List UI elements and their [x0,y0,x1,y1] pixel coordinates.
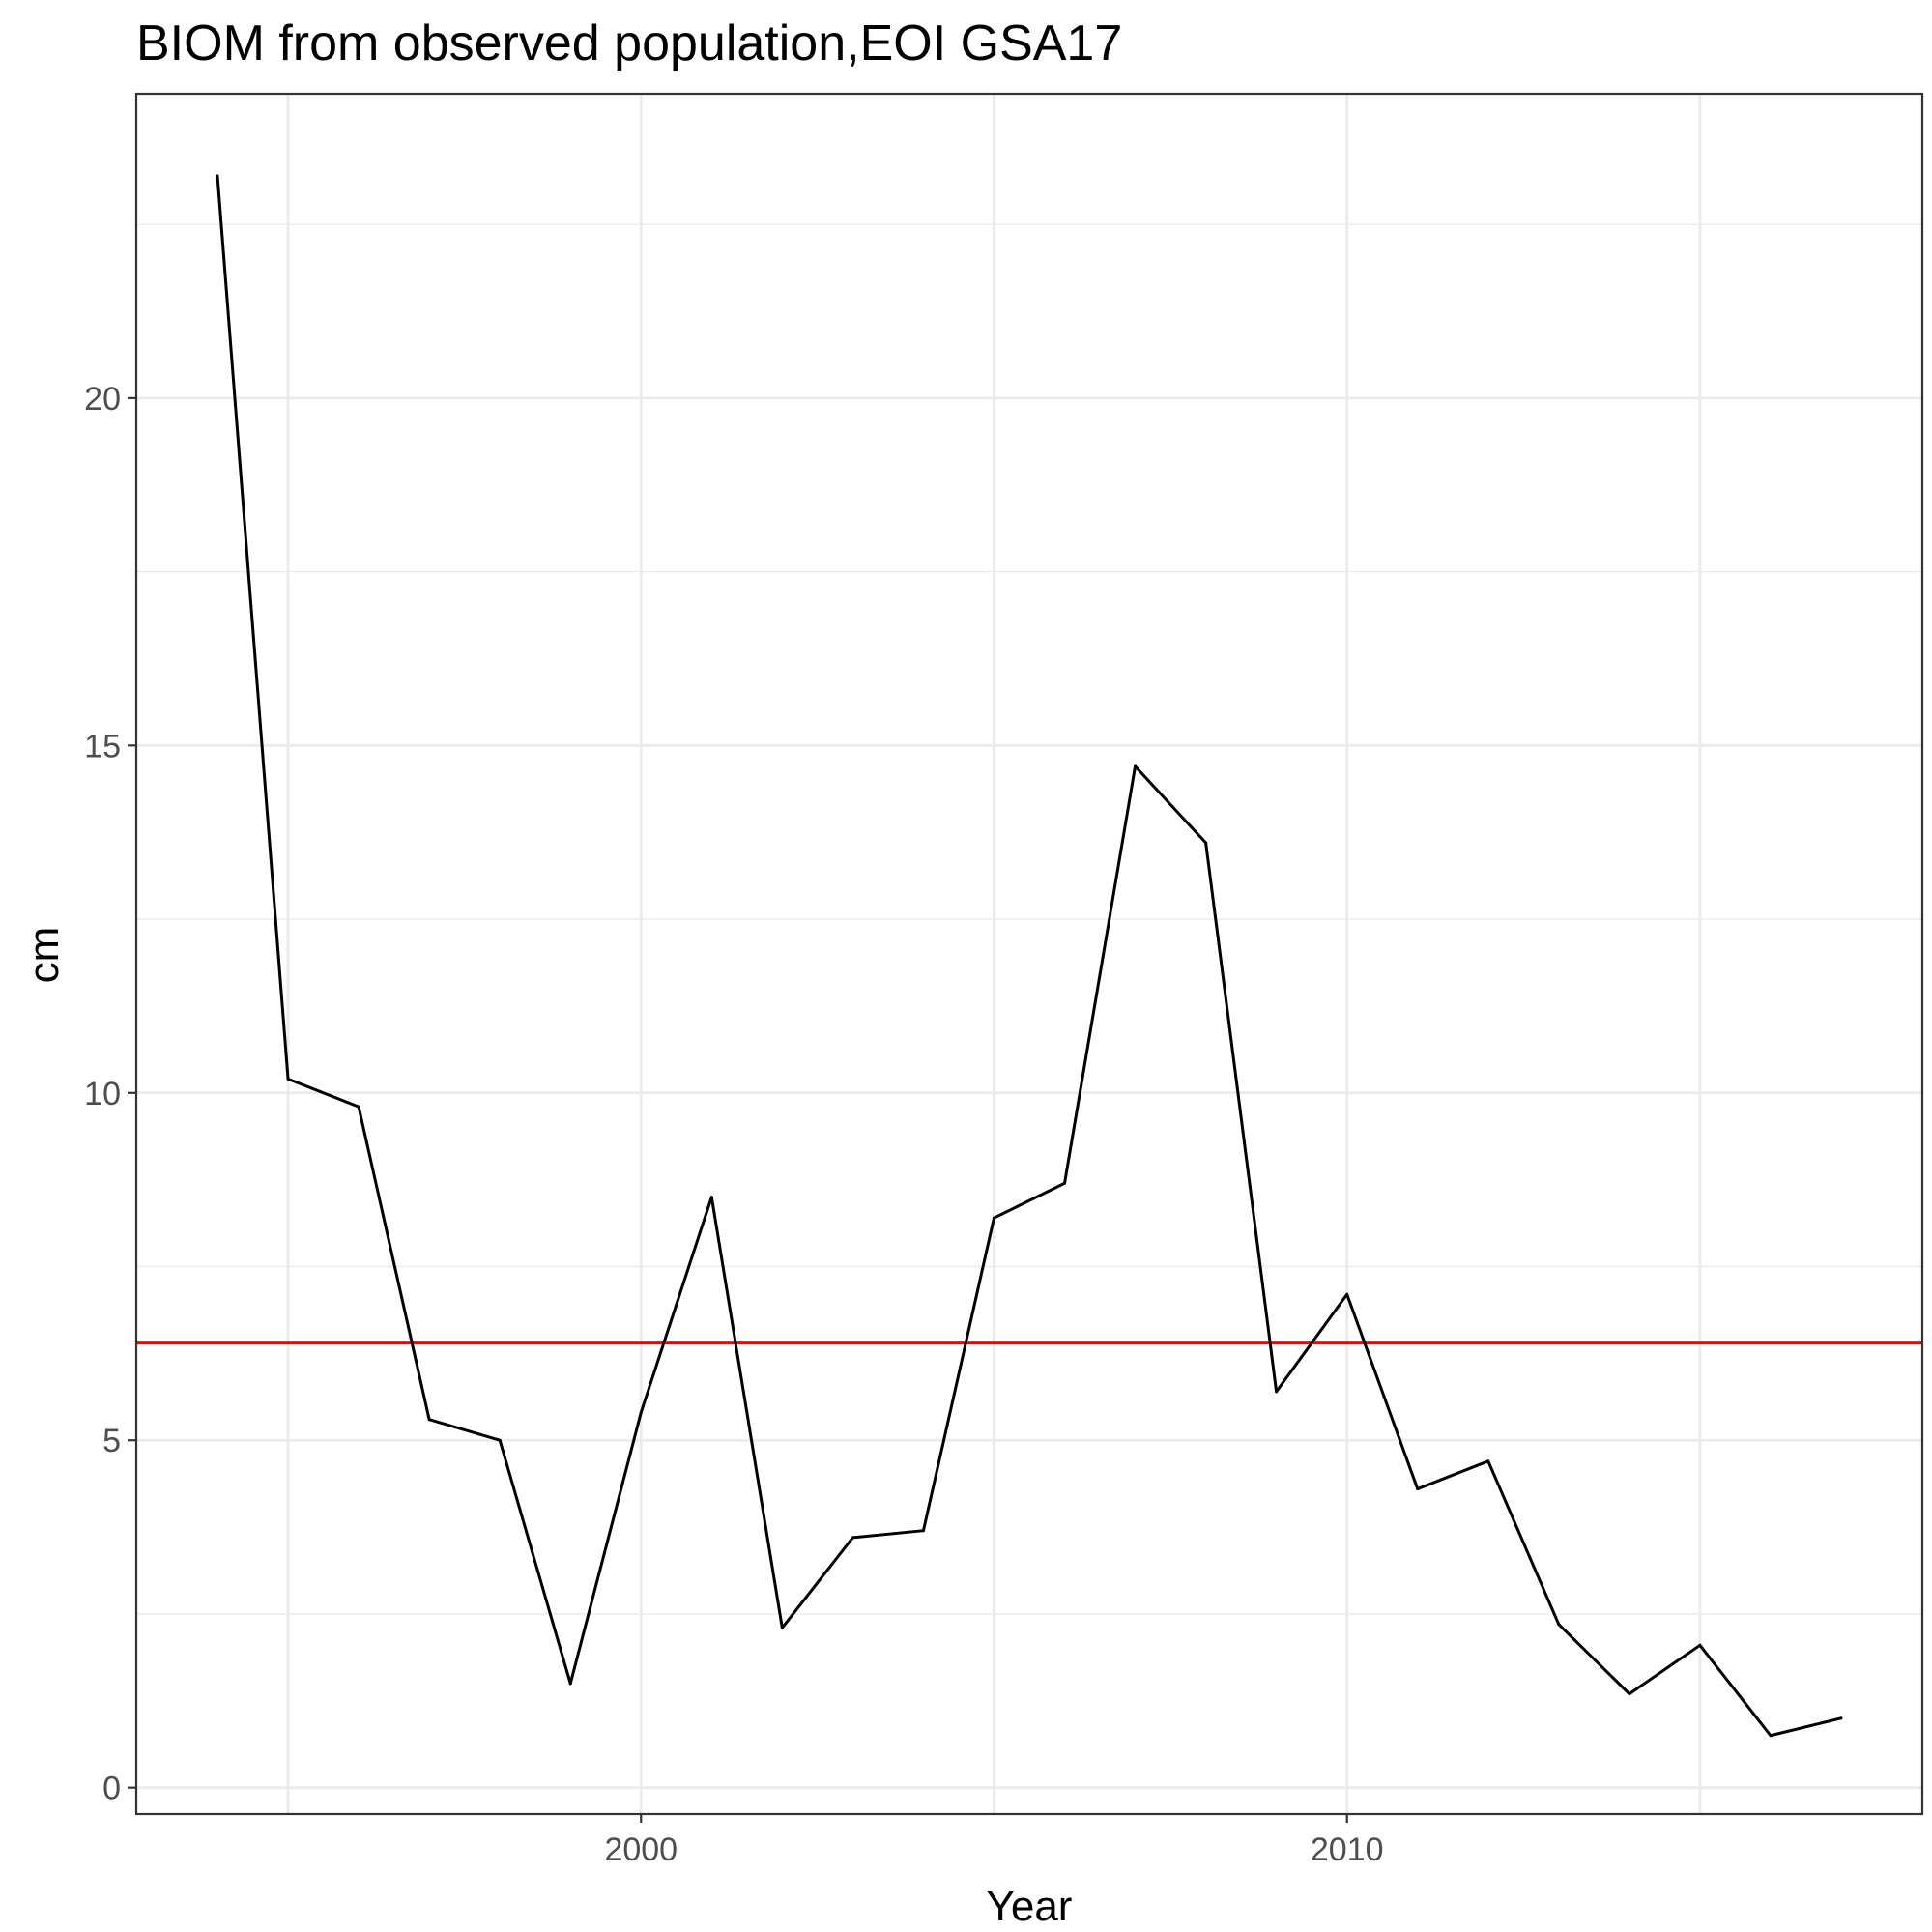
data-point [427,1418,431,1422]
plot-panel-border [134,92,1924,1816]
data-point [1839,1716,1843,1720]
x-axis-title: Year [987,1883,1073,1930]
x-tick-label: 2010 [1311,1831,1384,1868]
data-point [216,174,219,178]
data-point [286,1077,290,1081]
data-point [1063,1181,1067,1185]
data-point [639,1410,643,1414]
data-point [357,1105,360,1109]
data-point [921,1529,925,1533]
data-point [1628,1692,1631,1696]
chart-title: BIOM from observed population,EOI GSA17 [136,15,1122,72]
data-point [1769,1734,1773,1738]
data-point [851,1536,854,1540]
y-tick-label: 5 [102,1423,121,1459]
data-point [498,1438,502,1442]
data-point [1204,841,1208,845]
x-axis-ticks: 2000 2010 [604,1814,1384,1868]
y-tick-label: 10 [84,1076,121,1112]
y-tick-label: 20 [84,381,121,418]
data-point [992,1216,995,1220]
series-line [216,175,1842,1738]
data-point [568,1682,572,1686]
data-point [1275,1390,1279,1394]
y-axis-ticks: 0 5 10 15 20 [84,381,136,1807]
data-point [780,1626,784,1629]
x-tick-label: 2000 [604,1831,678,1868]
data-point [1486,1459,1490,1463]
data-point [1557,1623,1561,1627]
minor-gridlines [136,94,1922,1814]
y-tick-label: 0 [102,1771,121,1807]
data-point [709,1196,713,1199]
y-tick-label: 15 [84,728,121,764]
data-point [1698,1643,1702,1647]
data-point [1345,1292,1349,1296]
data-point [1134,764,1138,768]
series-layer [216,174,1843,1738]
major-gridlines [136,94,1922,1814]
data-point [1416,1487,1420,1491]
y-axis-title: cm [20,927,68,984]
